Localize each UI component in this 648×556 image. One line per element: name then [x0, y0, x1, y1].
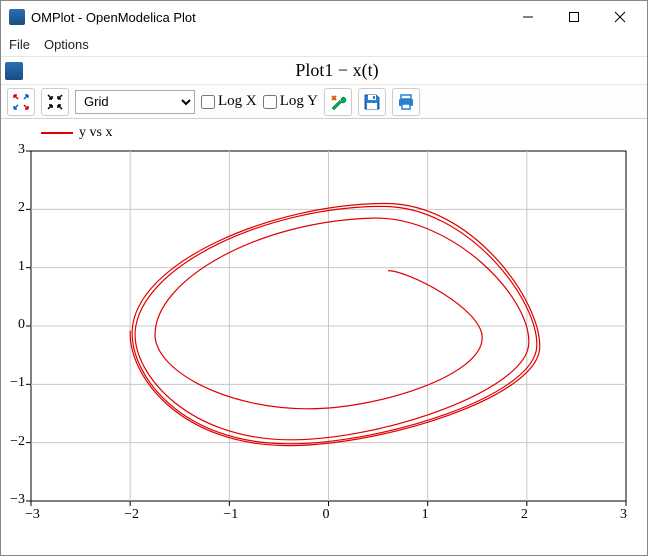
save-button[interactable]: [358, 88, 386, 116]
zoom-fit-button[interactable]: [7, 88, 35, 116]
app-window: OMPlot - OpenModelica Plot File Options …: [0, 0, 648, 556]
x-tick-label: −3: [25, 507, 40, 523]
zoom-reset-button[interactable]: [41, 88, 69, 116]
log-x-label: Log X: [218, 93, 257, 110]
y-tick-label: −2: [7, 434, 25, 450]
maximize-button[interactable]: [551, 3, 597, 31]
y-tick-label: 2: [7, 200, 25, 216]
x-tick-label: 0: [323, 507, 330, 523]
log-y-checkbox[interactable]: [263, 95, 277, 109]
maximize-icon: [568, 11, 580, 23]
minimize-button[interactable]: [505, 3, 551, 31]
window-title: OMPlot - OpenModelica Plot: [31, 10, 505, 25]
plot-app-icon: [5, 62, 23, 80]
chart-canvas: [1, 119, 647, 549]
grid-select[interactable]: Grid Detailed None: [75, 90, 195, 114]
compress-arrows-icon: [45, 92, 65, 112]
x-tick-label: −1: [223, 507, 238, 523]
log-x-checkbox[interactable]: [201, 95, 215, 109]
app-icon: [9, 9, 25, 25]
menu-options[interactable]: Options: [44, 37, 89, 52]
log-y-wrap[interactable]: Log Y: [263, 93, 318, 110]
close-icon: [614, 11, 626, 23]
menu-file[interactable]: File: [9, 37, 30, 52]
plot-title: Plot1 − x(t): [27, 60, 647, 81]
x-tick-label: 3: [620, 507, 627, 523]
menu-bar: File Options: [1, 33, 647, 57]
plot-title-bar: Plot1 − x(t): [1, 57, 647, 85]
y-tick-label: 3: [7, 142, 25, 158]
close-button[interactable]: [597, 3, 643, 31]
save-icon: [362, 92, 382, 112]
y-tick-label: −3: [7, 492, 25, 508]
expand-arrows-icon: [11, 92, 31, 112]
title-bar: OMPlot - OpenModelica Plot: [1, 1, 647, 33]
wrench-icon: [328, 92, 348, 112]
minimize-icon: [522, 11, 534, 23]
y-tick-label: 1: [7, 259, 25, 275]
log-y-label: Log Y: [280, 93, 318, 110]
log-x-wrap[interactable]: Log X: [201, 93, 257, 110]
y-tick-label: 0: [7, 317, 25, 333]
print-button[interactable]: [392, 88, 420, 116]
x-tick-label: −2: [124, 507, 139, 523]
plot-area[interactable]: y vs x −3−2−10123−3−2−10123: [1, 119, 647, 555]
x-tick-label: 2: [521, 507, 528, 523]
y-tick-label: −1: [7, 375, 25, 391]
setup-button[interactable]: [324, 88, 352, 116]
x-tick-label: 1: [422, 507, 429, 523]
toolbar: Grid Detailed None Log X Log Y: [1, 85, 647, 119]
printer-icon: [396, 92, 416, 112]
